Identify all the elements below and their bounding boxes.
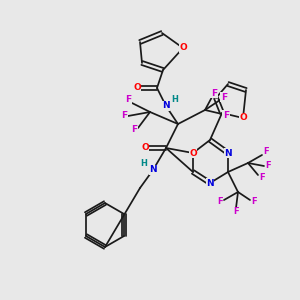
Text: N: N — [206, 178, 214, 188]
Text: F: F — [121, 112, 127, 121]
Text: F: F — [251, 197, 257, 206]
Text: O: O — [239, 113, 247, 122]
Text: F: F — [221, 92, 227, 101]
Text: F: F — [263, 148, 269, 157]
Text: F: F — [259, 173, 265, 182]
Text: F: F — [265, 161, 271, 170]
Text: N: N — [149, 166, 157, 175]
Text: N: N — [224, 148, 232, 158]
Text: F: F — [217, 197, 223, 206]
Text: F: F — [211, 88, 217, 98]
Text: F: F — [223, 110, 229, 119]
Text: N: N — [162, 101, 170, 110]
Text: H: H — [141, 158, 147, 167]
Text: O: O — [141, 143, 149, 152]
Text: H: H — [172, 95, 178, 104]
Text: O: O — [133, 83, 141, 92]
Text: F: F — [233, 208, 239, 217]
Text: O: O — [179, 44, 187, 52]
Text: F: F — [131, 125, 137, 134]
Text: F: F — [125, 95, 131, 104]
Text: O: O — [189, 148, 197, 158]
